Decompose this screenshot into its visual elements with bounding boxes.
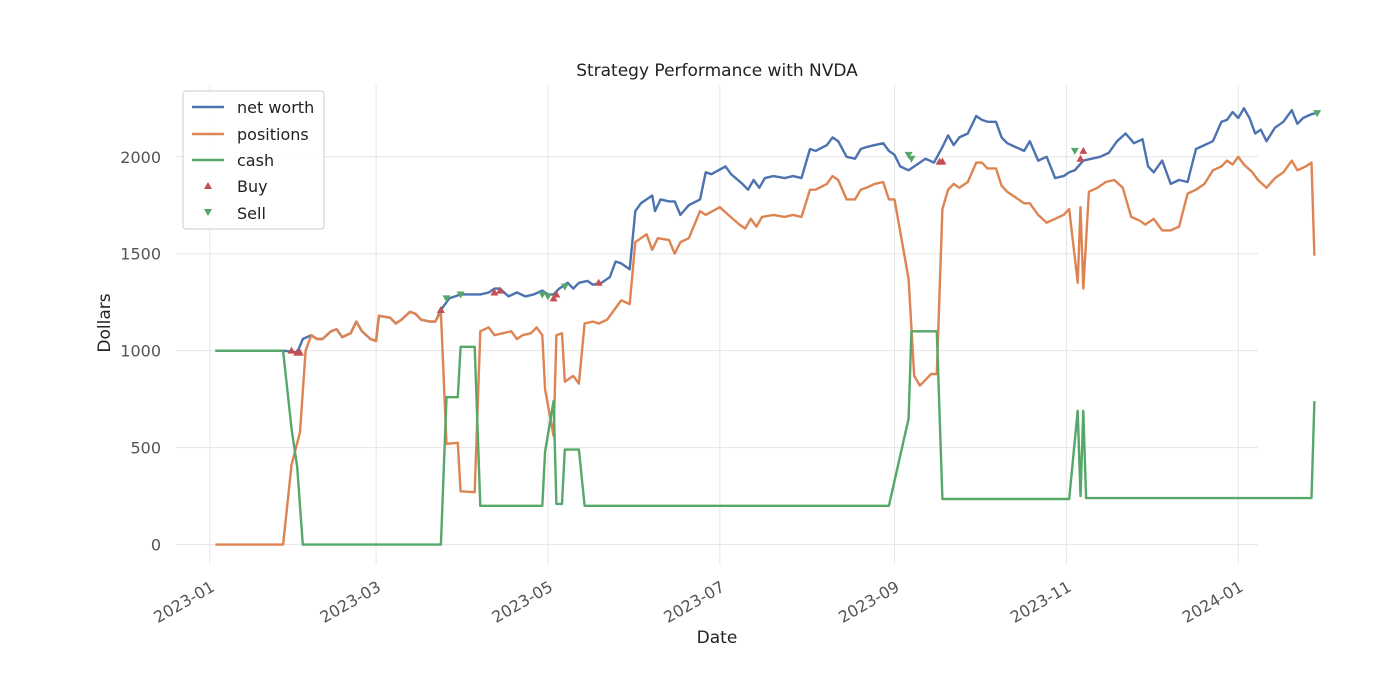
series-line-cash xyxy=(215,330,1316,546)
buy-marker xyxy=(496,286,505,294)
buy-marker xyxy=(295,348,304,356)
buy-marker xyxy=(1079,146,1088,154)
sell-marker xyxy=(543,293,552,301)
legend-marker-sell xyxy=(204,209,212,216)
x-axis-label: Date xyxy=(697,628,738,648)
y-tick-label: 0 xyxy=(151,536,161,555)
buy-marker xyxy=(549,294,558,302)
legend: net worth positions cash Buy Sell xyxy=(182,90,325,230)
buy-marker xyxy=(436,305,445,313)
legend-label-cash: cash xyxy=(237,151,274,170)
x-tick-label: 2023-03 xyxy=(317,577,384,627)
y-tick-label: 1000 xyxy=(120,342,161,361)
x-tick-label: 2023-05 xyxy=(489,577,556,627)
legend-label-buy: Buy xyxy=(237,177,268,196)
buy-marker xyxy=(1076,154,1085,162)
x-tick-label: 2023-11 xyxy=(1007,577,1074,627)
legend-label-positions: positions xyxy=(237,125,309,144)
buy-marker xyxy=(552,290,561,298)
chart-title: Strategy Performance with NVDA xyxy=(576,61,858,81)
sell-marker xyxy=(456,291,465,299)
sell-marker xyxy=(1070,147,1079,155)
x-tick-label: 2023-09 xyxy=(835,577,902,627)
y-axis: 0 500 1000 1500 2000 xyxy=(120,148,161,555)
y-axis-label: Dollars xyxy=(95,293,115,352)
sell-marker xyxy=(907,155,916,163)
x-axis: 2023-01 2023-03 2023-05 2023-07 2023-09 2023-… xyxy=(150,577,1246,627)
buy-marker xyxy=(287,346,296,354)
legend-box xyxy=(182,90,325,230)
sell-marker xyxy=(560,283,569,291)
x-tick-label: 2024-01 xyxy=(1179,577,1246,627)
x-tick-label: 2023-07 xyxy=(660,577,727,627)
sell-marker xyxy=(538,291,547,299)
y-tick-label: 500 xyxy=(130,439,161,458)
buy-marker xyxy=(490,288,499,296)
sell-marker xyxy=(1313,110,1322,118)
buy-marker xyxy=(594,278,603,286)
legend-label-sell: Sell xyxy=(237,204,266,223)
sell-marker xyxy=(904,151,913,159)
trade-markers xyxy=(287,110,1322,356)
y-tick-label: 1500 xyxy=(120,245,161,264)
legend-marker-buy xyxy=(204,182,212,189)
series-lines xyxy=(215,107,1318,546)
y-tick-label: 2000 xyxy=(120,148,161,167)
x-tick-label: 2023-01 xyxy=(150,577,217,627)
series-line-positions xyxy=(215,155,1316,546)
legend-label-net-worth: net worth xyxy=(237,98,314,117)
sell-marker xyxy=(442,295,451,303)
buy-marker xyxy=(938,157,947,165)
